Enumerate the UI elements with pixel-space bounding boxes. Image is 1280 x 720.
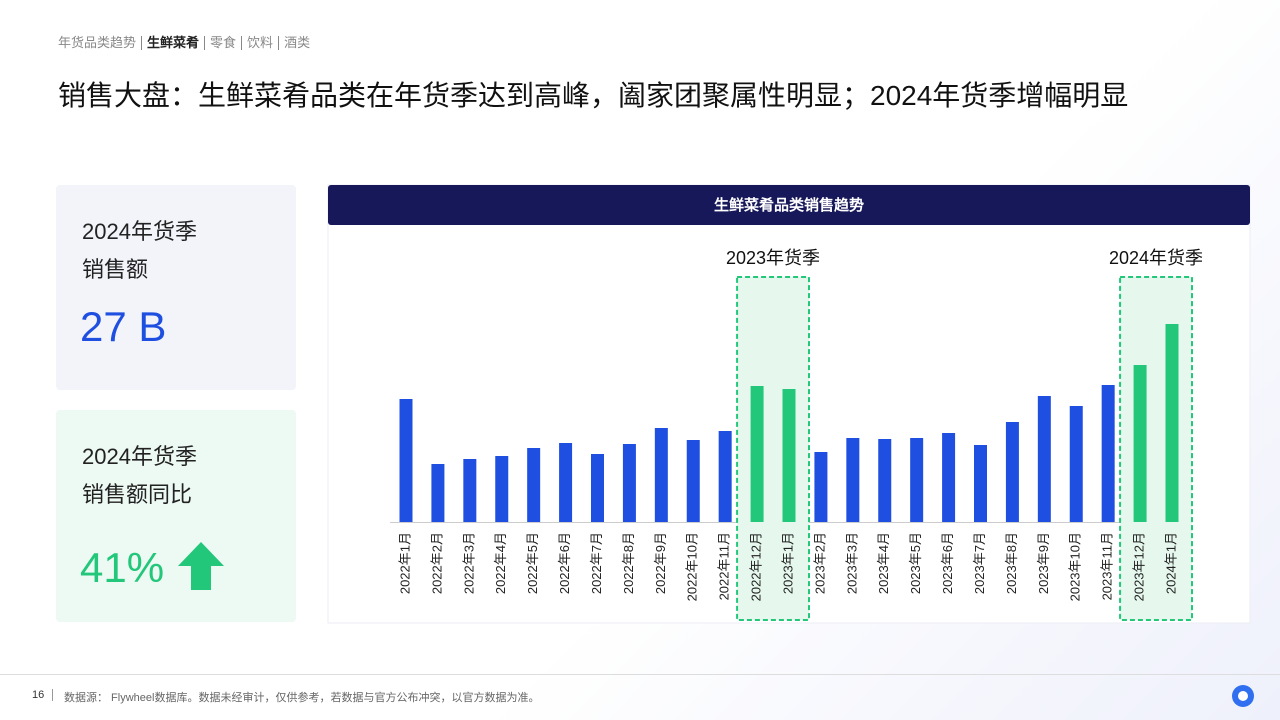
bar bbox=[910, 438, 924, 522]
label-line: 销售额同比 bbox=[82, 482, 193, 507]
x-tick-label: 2024年1月 bbox=[1163, 532, 1178, 594]
breadcrumb: 年货品类趋势 生鲜菜肴 零食 饮料 酒类 bbox=[58, 36, 315, 50]
bar bbox=[942, 433, 956, 522]
card-label: 2024年货季 销售额 bbox=[82, 213, 197, 289]
page-title: 销售大盘：生鲜菜肴品类在年货季达到高峰，阖家团聚属性明显；2024年货季增幅明显 bbox=[58, 80, 1129, 111]
highlight-label: 2024年货季 bbox=[1109, 248, 1203, 268]
x-tick-label: 2022年8月 bbox=[621, 532, 636, 594]
label-line: 2024年货季 bbox=[82, 219, 197, 244]
label-line: 2024年货季 bbox=[82, 444, 197, 469]
bar bbox=[1165, 324, 1179, 522]
bar bbox=[431, 464, 445, 522]
source-note: 数据源： Flywheel数据库。数据未经审计，仅供参考，若数据与官方公布冲突，… bbox=[64, 692, 540, 704]
breadcrumb-item[interactable]: 生鲜菜肴 bbox=[141, 36, 204, 50]
x-tick-label: 2022年3月 bbox=[461, 532, 476, 594]
x-tick-label: 2022年12月 bbox=[749, 532, 764, 601]
chart: 生鲜菜肴品类销售趋势 2023年货季 2024年货季 2022年1月 2022年2月 2… bbox=[327, 184, 1251, 624]
bar bbox=[1069, 406, 1083, 522]
breadcrumb-item[interactable]: 饮料 bbox=[241, 36, 278, 50]
x-tick-label: 2023年1月 bbox=[780, 532, 795, 594]
bar bbox=[718, 431, 732, 522]
highlight-box bbox=[1119, 276, 1194, 621]
page-number: 16 bbox=[32, 689, 54, 701]
x-tick-label: 2023年3月 bbox=[844, 532, 859, 594]
bar bbox=[559, 443, 573, 522]
bar bbox=[622, 444, 636, 522]
x-tick-label: 2022年10月 bbox=[685, 532, 700, 601]
sales-card: 2024年货季 销售额 27 B bbox=[56, 185, 296, 390]
up-arrow bbox=[178, 542, 224, 590]
bar bbox=[654, 428, 668, 522]
x-tick-label: 2023年9月 bbox=[1036, 532, 1051, 594]
chart-title: 生鲜菜肴品类销售趋势 bbox=[714, 196, 864, 214]
x-tick-label: 2022年2月 bbox=[429, 532, 444, 594]
growth-card: 2024年货季 销售额同比 41% bbox=[56, 410, 296, 622]
bar bbox=[1005, 422, 1019, 522]
card-value: 41% bbox=[80, 544, 165, 591]
bar bbox=[527, 448, 541, 522]
x-tick-label: 2023年7月 bbox=[972, 532, 987, 594]
bar bbox=[878, 439, 892, 522]
x-tick-label: 2022年6月 bbox=[557, 532, 572, 594]
bar bbox=[463, 459, 477, 522]
x-tick-label: 2022年11月 bbox=[717, 532, 732, 600]
card-label: 2024年货季 销售额同比 bbox=[82, 438, 197, 514]
bar bbox=[686, 440, 700, 522]
breadcrumb-item[interactable]: 年货品类趋势 bbox=[58, 35, 137, 50]
x-tick-label: 2022年1月 bbox=[397, 532, 412, 594]
label-line: 销售额 bbox=[82, 257, 149, 282]
bar bbox=[1133, 365, 1147, 522]
bar bbox=[1101, 385, 1115, 522]
chart-header bbox=[328, 185, 1250, 225]
bar bbox=[495, 456, 509, 522]
bar bbox=[1037, 396, 1051, 522]
x-tick-label: 2022年5月 bbox=[525, 532, 540, 594]
x-tick-label: 2023年10月 bbox=[1068, 532, 1083, 601]
x-tick-label: 2022年7月 bbox=[589, 532, 604, 594]
x-tick-label: 2023年8月 bbox=[1004, 532, 1019, 594]
x-tick-label: 2022年4月 bbox=[493, 532, 508, 594]
bar bbox=[750, 386, 764, 522]
bar bbox=[591, 454, 604, 522]
footer: 16 数据源： Flywheel数据库。数据未经审计，仅供参考，若数据与官方公布… bbox=[0, 674, 1280, 707]
x-tick-label: 2023年5月 bbox=[908, 532, 923, 594]
bar bbox=[814, 452, 828, 522]
x-tick-label: 2023年12月 bbox=[1132, 532, 1147, 601]
breadcrumb-item[interactable]: 酒类 bbox=[278, 36, 315, 50]
x-tick-label: 2023年2月 bbox=[812, 532, 827, 594]
x-tick-label: 2022年9月 bbox=[653, 532, 668, 594]
bar bbox=[846, 438, 860, 522]
logo bbox=[1232, 685, 1254, 707]
card-value: 27 B bbox=[80, 303, 167, 350]
x-tick-label: 2023年6月 bbox=[940, 532, 955, 594]
highlight-box bbox=[736, 276, 810, 621]
bar bbox=[974, 445, 987, 522]
highlight-label: 2023年货季 bbox=[726, 248, 820, 268]
x-tick-label: 2023年11月 bbox=[1100, 532, 1115, 600]
x-tick-label: 2023年4月 bbox=[876, 532, 891, 594]
bar bbox=[399, 399, 413, 522]
breadcrumb-item[interactable]: 零食 bbox=[204, 36, 241, 50]
bar bbox=[782, 389, 796, 522]
